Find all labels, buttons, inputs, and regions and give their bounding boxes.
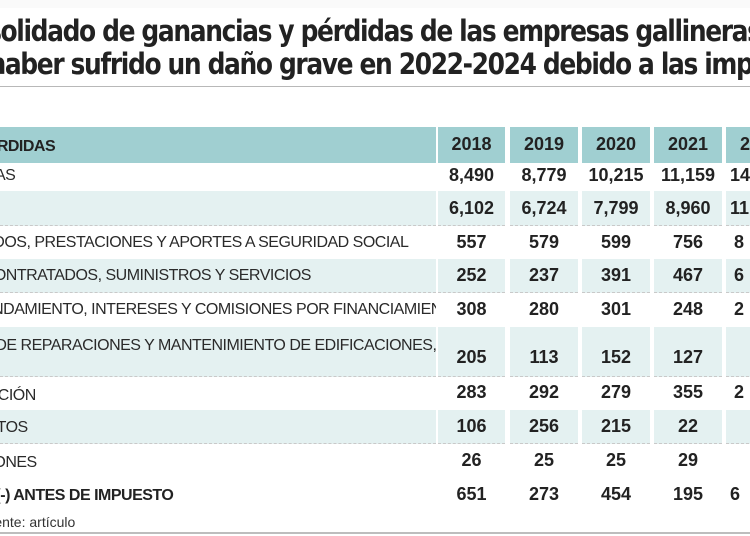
cell-value: 11,159 [660, 165, 716, 185]
source-note: Fuente: artículo [0, 514, 76, 530]
cell-value: 26 [461, 450, 482, 470]
cell-value: 454 [600, 484, 632, 504]
cell-value: 355 [672, 382, 704, 402]
cell-value: 106 [456, 416, 487, 436]
table-row-total: GANANCIAS (+) PÉRDIDAS (-) ANTES DE IMPU… [0, 478, 750, 512]
table-row: INGRESOS POR VENTAS 8,490 8,779 10,215 1… [0, 163, 750, 191]
row-label: GASTOS DE SERVICIOS CONTRATADOS, SUMINIS… [0, 267, 311, 284]
cell-value: 215 [600, 416, 632, 436]
header-year-2021: 2021 [654, 127, 722, 163]
header-label: ESTADO DE GANANCIAS Y PÉRDIDAS [0, 138, 56, 155]
row-label: GANANCIAS (+) PÉRDIDAS (-) ANTES DE IMPU… [0, 487, 174, 504]
table-row: GASTOS DE SERVICIOS CONTRATADOS, SUMINIS… [0, 259, 750, 293]
cell-value: 280 [528, 299, 560, 319]
cell-value: 308 [456, 299, 487, 319]
cell-value: 651 [456, 484, 487, 504]
cell-value: 205 [456, 347, 487, 367]
header-year-2020: 2020 [582, 127, 650, 163]
cell-value: 22 [677, 416, 699, 436]
cell-value: 127 [672, 347, 704, 367]
cell-value: 292 [528, 382, 560, 402]
row-label: OTROS GASTOS [0, 419, 28, 436]
header-label-cell: ESTADO DE GANANCIAS Y PÉRDIDAS [0, 127, 436, 163]
cell-value: 391 [600, 265, 632, 285]
cell-value: 273 [528, 484, 560, 504]
row-label: GASTOS DE ARRENDAMIENTO, INTERESES Y COM… [0, 301, 436, 318]
cell-value: 10,215 [588, 165, 644, 185]
cell-value: 11, [730, 198, 750, 218]
header-year-2019: 2019 [510, 127, 578, 163]
table-row: GASTOS DE REPARACIONES Y MANTENIMIENTO D… [0, 327, 750, 377]
cell-value: 8,960 [665, 198, 711, 218]
cell-value: 152 [600, 347, 632, 367]
page-title: Consolidado de ganancias y pérdidas de l… [0, 15, 750, 81]
table-row: AMORTIZACIONES 26 25 25 29 [0, 444, 750, 478]
header-year-2018: 2018 [438, 127, 505, 163]
cell-value: 756 [672, 232, 704, 252]
title-divider [0, 86, 750, 87]
cell-value: 248 [672, 299, 704, 319]
title-line-1: Consolidado de ganancias y pérdidas de l… [0, 14, 750, 48]
cell-value: 113 [529, 347, 559, 367]
bottom-divider [0, 532, 750, 534]
table-row: DEPRECIACIÓN 283 292 279 355 2 [0, 377, 750, 410]
table-row: GASTOS DE SUELDOS, PRESTACIONES Y APORTE… [0, 226, 750, 259]
cell-value: 8,490 [448, 165, 495, 185]
cell-value: 6,102 [448, 198, 495, 218]
row-label: GASTOS DE SUELDOS, PRESTACIONES Y APORTE… [0, 234, 409, 251]
cell-value: 14, [730, 165, 750, 185]
cell-value: 283 [456, 382, 487, 402]
row-label: AMORTIZACIONES [0, 454, 37, 471]
cell-value: 256 [528, 416, 560, 436]
cell-value: 301 [600, 299, 632, 319]
row-label: GASTOS DE REPARACIONES Y MANTENIMIENTO D… [0, 337, 436, 354]
cell-value: 8,779 [521, 165, 567, 185]
title-line-2: por haber sufrido un daño grave en 2022-… [0, 47, 750, 81]
cell-value: 7,799 [593, 198, 639, 218]
table-row: GASTOS DE ARRENDAMIENTO, INTERESES Y COM… [0, 293, 750, 327]
cell-value: 25 [605, 450, 627, 470]
cell-value: 6 [730, 484, 741, 504]
row-label: INGRESOS POR VENTAS [0, 167, 16, 184]
cell-value: 279 [600, 382, 632, 402]
cell-value: 579 [528, 232, 560, 252]
cell-value: 25 [533, 450, 555, 470]
cell-value: 599 [600, 232, 632, 252]
header-year-2022: 2022 [726, 127, 750, 163]
cell-value: 29 [677, 450, 699, 470]
table-row: OTROS GASTOS 106 256 215 22 [0, 410, 750, 444]
cell-value: 6 [734, 265, 745, 285]
cell-value: 557 [456, 232, 487, 252]
cell-value: 195 [672, 484, 704, 504]
cell-value: 237 [528, 265, 560, 285]
cell-value: 467 [672, 265, 704, 285]
table-row: COSTO DE VENTAS 6,102 6,724 7,799 8,960 … [0, 191, 750, 226]
table-header: ESTADO DE GANANCIAS Y PÉRDIDAS 2018 2019… [0, 127, 750, 163]
cell-value: 6,724 [521, 198, 567, 218]
row-label: DEPRECIACIÓN [0, 387, 36, 404]
cell-value: 252 [456, 265, 487, 285]
cell-value: 8 [734, 232, 745, 252]
top-border [0, 0, 750, 8]
cell-value: 2 [734, 299, 745, 319]
cell-value: 2 [734, 382, 745, 402]
